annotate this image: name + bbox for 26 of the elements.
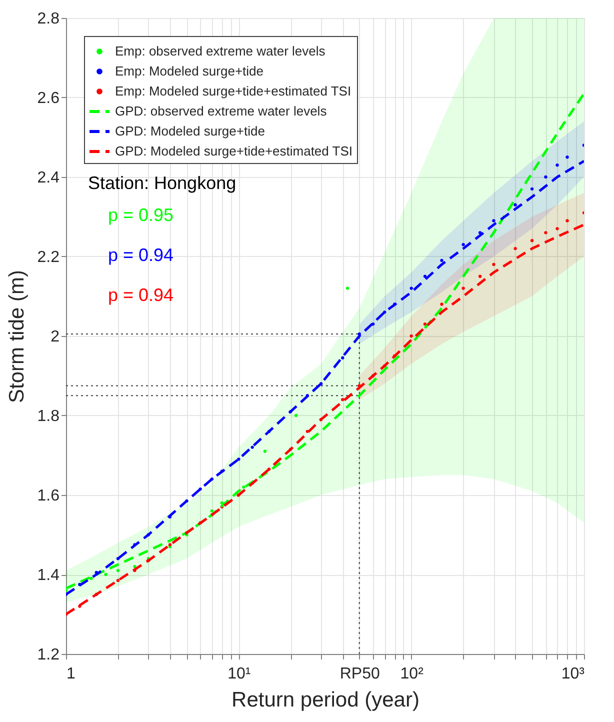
y-tick-label: 1.6 — [37, 488, 60, 504]
annotation: p = 0.95 — [108, 205, 174, 225]
legend-label: GPD: Modeled surge+tide — [115, 124, 265, 138]
x-tick-label: 10³ — [561, 666, 586, 682]
x-tick-label: RP50 — [340, 666, 380, 682]
y-tick-label: 1.8 — [37, 408, 60, 425]
annotation: p = 0.94 — [108, 245, 174, 265]
legend-label: Emp: Modeled surge+tide — [115, 64, 264, 78]
legend-label: GPD: Modeled surge+tide+estimated TSI — [115, 144, 352, 158]
y-tick-label: 2 — [50, 328, 60, 346]
y-tick-label: 1.2 — [37, 646, 60, 664]
y-tick-label: 2.4 — [37, 170, 60, 186]
y-tick-label: 2.6 — [37, 90, 60, 107]
x-tick-label: 1 — [66, 666, 76, 682]
legend-label: GPD: observed extreme water levels — [115, 104, 328, 118]
y-tick-label: 2.8 — [37, 10, 60, 28]
y-axis-title: Storm tide (m) — [5, 270, 28, 404]
y-tick-label: 1.4 — [37, 567, 60, 584]
annotation: p = 0.94 — [108, 285, 174, 305]
y-tick-label: 2.2 — [37, 249, 60, 266]
legend-label: Emp: observed extreme water levels — [115, 44, 326, 58]
annotation: Station: Hongkong — [88, 173, 236, 193]
legend-label: Emp: Modeled surge+tide+estimated TSI — [115, 84, 352, 98]
x-axis-title: Return period (year) — [232, 688, 420, 712]
x-tick-label: 10¹ — [228, 666, 251, 682]
x-tick-label: 10² — [400, 666, 424, 682]
